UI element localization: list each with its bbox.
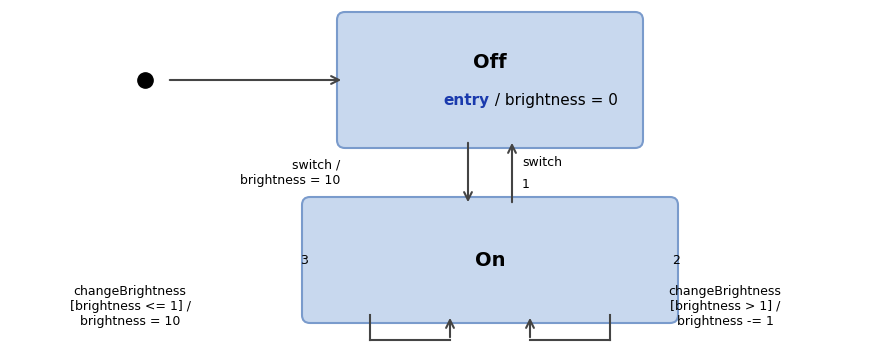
Text: changeBrightness
[brightness > 1] /
brightness -= 1: changeBrightness [brightness > 1] / brig… <box>668 285 780 328</box>
Text: entry: entry <box>443 93 489 108</box>
Text: switch /
brightness = 10: switch / brightness = 10 <box>240 159 340 187</box>
FancyBboxPatch shape <box>337 12 642 148</box>
Text: 2: 2 <box>671 253 679 267</box>
Text: Off: Off <box>473 53 506 71</box>
Text: 3: 3 <box>299 253 308 267</box>
Text: 1: 1 <box>521 179 529 191</box>
Text: / brightness = 0: / brightness = 0 <box>489 93 617 108</box>
Text: switch: switch <box>521 157 561 169</box>
Text: On: On <box>474 251 505 269</box>
Text: changeBrightness
[brightness <= 1] /
brightness = 10: changeBrightness [brightness <= 1] / bri… <box>70 285 190 328</box>
FancyBboxPatch shape <box>301 197 678 323</box>
